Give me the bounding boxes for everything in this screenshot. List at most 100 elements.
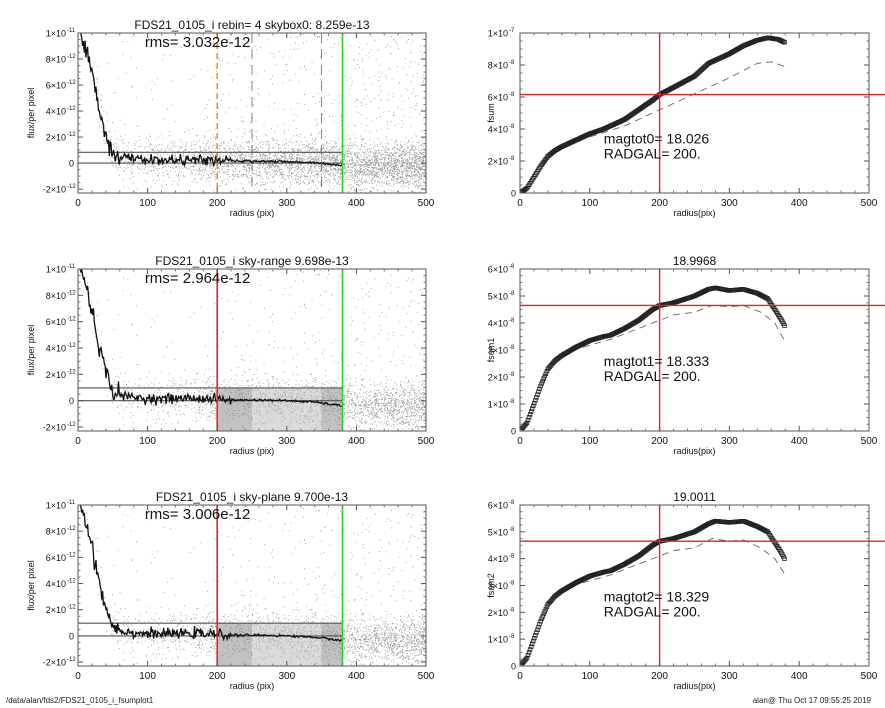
growth-point xyxy=(544,604,550,609)
plot-area xyxy=(520,285,787,431)
y-tick-label: 2×10 xyxy=(46,370,66,380)
y-tick-label: 3×10 xyxy=(488,581,508,591)
growth-point xyxy=(527,647,533,652)
y-tick-label: 8×10 xyxy=(46,527,66,537)
y-tick-exponent: -12 xyxy=(67,317,76,323)
chart-title: 19.0011 xyxy=(673,490,716,504)
growth-point xyxy=(538,383,543,389)
growth-point xyxy=(530,641,535,647)
growth-point xyxy=(540,614,545,619)
x-tick-label: 200 xyxy=(651,671,668,682)
x-tick-label: 400 xyxy=(348,436,365,447)
y-tick-label: 0 xyxy=(511,427,516,437)
y-tick-exponent: -8 xyxy=(509,554,515,560)
growth-point xyxy=(536,389,541,394)
y-tick-exponent: -8 xyxy=(509,291,515,297)
x-tick-label: 200 xyxy=(209,671,226,682)
y-tick-exponent: -8 xyxy=(509,581,515,587)
growth-point xyxy=(538,619,543,624)
x-tick-label: 400 xyxy=(791,198,808,209)
growth-point xyxy=(782,40,787,45)
growth-point xyxy=(530,406,535,411)
growth-point xyxy=(525,417,531,423)
x-tick-label: 300 xyxy=(278,436,295,447)
x-tick-label: 500 xyxy=(861,671,878,682)
growth-point xyxy=(540,378,545,384)
y-tick-label: 0 xyxy=(69,396,74,406)
y-tick-label: 2×10 xyxy=(46,133,66,143)
x-tick-label: 300 xyxy=(278,198,295,209)
y-tick-label: 8×10 xyxy=(488,61,508,71)
y-axis-label: flux/per pixel xyxy=(26,325,36,376)
growth-point xyxy=(531,638,536,644)
y-tick-label: 1×10 xyxy=(488,29,508,39)
x-axis-label: radius (pix) xyxy=(230,681,275,691)
x-tick-label: 300 xyxy=(721,671,738,682)
y-tick-label: 1×10 xyxy=(46,29,66,39)
y-tick-label: 4×10 xyxy=(488,125,508,135)
y-tick-exponent: -11 xyxy=(67,264,76,270)
y-tick-exponent: -8 xyxy=(509,92,515,98)
plot-area xyxy=(78,269,426,431)
y-tick-exponent: -8 xyxy=(509,60,515,66)
y-tick-label: -2×10 xyxy=(43,185,66,195)
y-tick-label: 6×10 xyxy=(488,501,508,511)
y-tick-label: 2×10 xyxy=(488,157,508,167)
x-tick-label: 100 xyxy=(581,198,598,209)
y-tick-exponent: -12 xyxy=(67,80,76,86)
y-tick-exponent: -12 xyxy=(67,657,76,663)
scatter-cloud xyxy=(86,33,426,193)
y-tick-label: 3×10 xyxy=(488,346,508,356)
growth-point xyxy=(523,421,529,427)
x-axis-label: radius(pix) xyxy=(673,208,715,218)
growth-curve-points xyxy=(520,518,787,666)
x-tick-label: 500 xyxy=(861,436,878,447)
y-tick-label: 4×10 xyxy=(488,554,508,564)
y-tick-label: 0 xyxy=(69,159,74,169)
y-tick-exponent: -8 xyxy=(509,156,515,162)
y-tick-exponent: -12 xyxy=(67,184,76,190)
x-tick-label: 200 xyxy=(209,198,226,209)
y-tick-exponent: -8 xyxy=(509,399,515,405)
y-tick-label: 4×10 xyxy=(46,579,66,589)
growth-point xyxy=(536,624,541,630)
plot-area xyxy=(78,505,426,666)
magtot-annotation: magtot2= 18.329 xyxy=(604,589,710,605)
y-tick-exponent: -12 xyxy=(67,290,76,296)
growth-point xyxy=(533,633,538,638)
growth-curve-points xyxy=(520,35,787,193)
x-tick-label: 0 xyxy=(75,671,81,682)
chart-title: FDS21_0105_i sky-plane 9.700e-13 xyxy=(156,490,348,504)
magtot-annotation: magtot1= 18.333 xyxy=(604,353,710,369)
x-tick-label: 100 xyxy=(581,671,598,682)
y-tick-label: -2×10 xyxy=(43,423,66,433)
growth-point xyxy=(526,414,532,420)
x-axis-label: radius (pix) xyxy=(230,208,275,218)
y-tick-label: 6×10 xyxy=(46,553,66,563)
x-tick-label: 500 xyxy=(418,671,435,682)
model-curve xyxy=(589,61,786,138)
sky-box-region xyxy=(217,387,252,431)
growth-point xyxy=(782,556,787,561)
y-axis-label: flux/per pixel xyxy=(26,560,36,611)
x-tick-label: 400 xyxy=(791,671,808,682)
chart-title: 18.9968 xyxy=(673,254,717,268)
growth-point xyxy=(532,636,537,641)
y-tick-exponent: -8 xyxy=(509,124,515,130)
plot-frame xyxy=(519,32,870,194)
growth-point xyxy=(534,395,539,400)
growth-point xyxy=(529,409,534,414)
sky-box-region xyxy=(252,387,322,431)
plot-frame xyxy=(77,32,427,194)
growth-point xyxy=(532,400,537,406)
profile-line xyxy=(80,33,343,168)
x-axis-label: radius(pix) xyxy=(673,446,715,456)
y-tick-exponent: -12 xyxy=(67,106,76,112)
y-tick-exponent: -12 xyxy=(67,422,76,428)
y-tick-label: 6×10 xyxy=(488,265,508,275)
sky-box-region xyxy=(252,623,322,666)
y-tick-exponent: -7 xyxy=(509,28,515,34)
